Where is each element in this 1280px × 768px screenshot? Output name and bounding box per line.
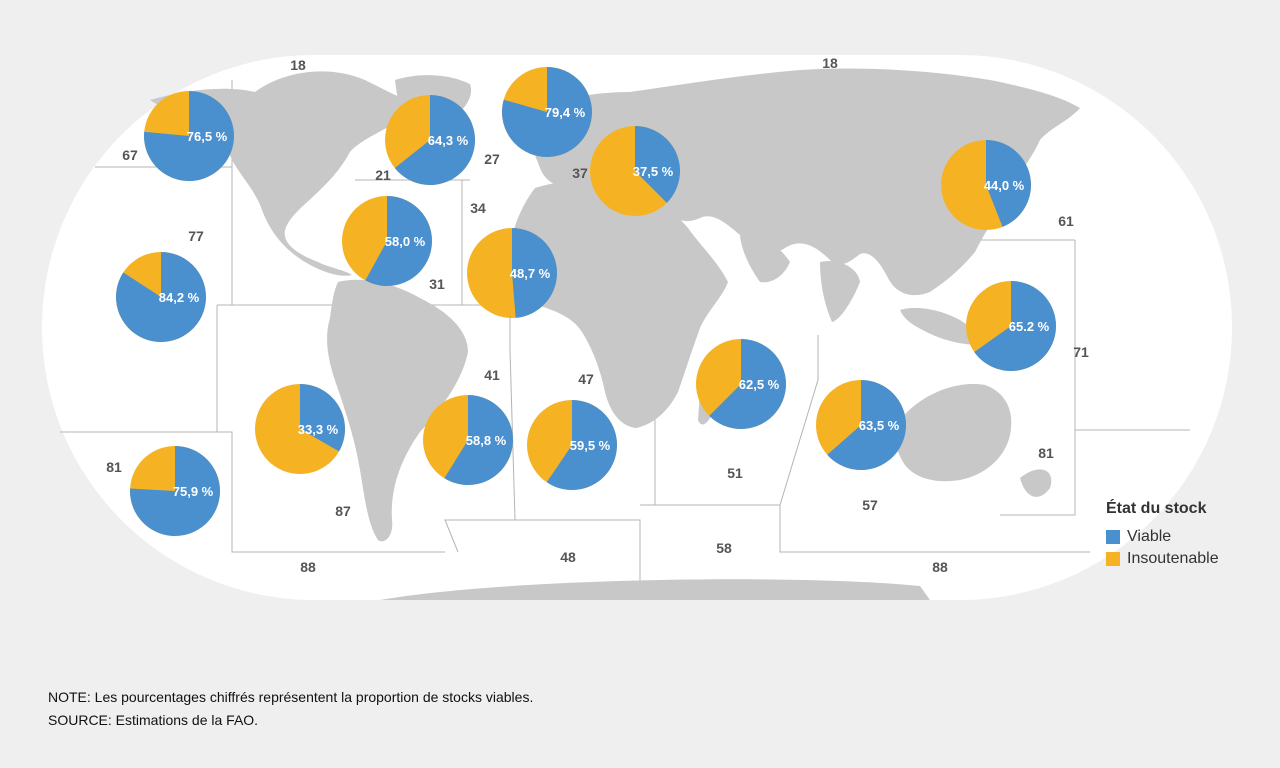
land-mass <box>895 384 1012 482</box>
pie-slice-viable <box>827 380 906 470</box>
area-label-58: 58 <box>716 540 732 556</box>
area-label-57: 57 <box>862 497 878 513</box>
pie-area-61: 44,0 % <box>941 140 1031 230</box>
pie-percent-label: 48,7 % <box>510 266 551 281</box>
area-label-21: 21 <box>375 167 391 183</box>
pie-area-31: 58,0 % <box>342 196 432 286</box>
pie-percent-label: 44,0 % <box>984 178 1025 193</box>
area-border <box>217 431 445 553</box>
pie-slice-viable <box>394 95 475 185</box>
pie-area-51: 62,5 % <box>696 339 786 429</box>
area-label-88: 88 <box>932 559 948 575</box>
area-label-47: 47 <box>578 371 594 387</box>
legend: État du stock Viable Insoutenable <box>1106 500 1219 570</box>
fishing-area-labels: 18 18 21 27 31 34 37 41 47 48 51 57 58 61 67 71 77 81 81 87… <box>106 55 1089 575</box>
notes: NOTE: Les pourcentages chiffrés représen… <box>48 686 533 732</box>
area-label-88: 88 <box>300 559 316 575</box>
area-label-87: 87 <box>335 503 351 519</box>
pie-percent-label: 63,5 % <box>859 418 900 433</box>
land-mass <box>820 261 860 322</box>
pie-slice-viable <box>986 140 1031 227</box>
area-label-81: 81 <box>1038 445 1054 461</box>
pie-area-41: 58,8 % <box>423 395 513 485</box>
pie-slice-viable <box>300 384 345 452</box>
pie-percent-label: 59,5 % <box>570 438 611 453</box>
pie-slice-viable <box>709 339 786 429</box>
legend-label-viable: Viable <box>1127 528 1172 545</box>
pie-percent-label: 65.2 % <box>1009 319 1050 334</box>
source-text: SOURCE: Estimations de la FAO. <box>48 712 259 728</box>
pie-area-47: 59,5 % <box>527 400 617 490</box>
pie-area-37: 37,5 % <box>590 126 681 216</box>
legend-label-unsustainable: Insoutenable <box>1127 550 1219 567</box>
pie-area-87: 33,3 % <box>255 384 345 474</box>
pie-percent-label: 37,5 % <box>633 164 674 179</box>
area-label-51: 51 <box>727 465 743 481</box>
pie-slice-viable <box>129 446 220 537</box>
area-border <box>515 519 641 590</box>
pie-percent-label: 33,3 % <box>298 422 339 437</box>
pie-area-34: 48,7 % <box>467 228 558 318</box>
legend-item-viable: Viable <box>1106 526 1219 548</box>
area-label-61: 61 <box>1058 213 1074 229</box>
pie-slice-viable <box>546 400 617 490</box>
pie-slice-viable <box>512 228 558 318</box>
land-mass <box>327 279 468 542</box>
pie-percent-label: 58,8 % <box>466 433 507 448</box>
area-label-18: 18 <box>822 55 838 71</box>
area-label-48: 48 <box>560 549 576 565</box>
land-mass <box>529 68 1080 296</box>
area-label-77: 77 <box>188 228 204 244</box>
pie-area-21: 64,3 % <box>385 95 475 185</box>
pie-percent-label: 76,5 % <box>187 129 228 144</box>
area-label-18: 18 <box>290 57 306 73</box>
pie-percent-label: 84,2 % <box>159 290 200 305</box>
pie-slice-viable <box>502 67 593 158</box>
area-label-34: 34 <box>470 200 486 216</box>
pie-area-57: 63,5 % <box>816 380 906 470</box>
pie-area-71: 65.2 % <box>966 281 1056 371</box>
area-label-41: 41 <box>484 367 500 383</box>
pie-percent-label: 64,3 % <box>428 133 469 148</box>
land-mass <box>740 235 790 283</box>
area-label-71: 71 <box>1073 344 1089 360</box>
legend-item-unsustainable: Insoutenable <box>1106 548 1219 570</box>
pie-area-81: 75,9 % <box>129 446 220 537</box>
legend-swatch-unsustainable <box>1106 552 1120 566</box>
area-label-31: 31 <box>429 276 445 292</box>
area-border <box>1000 430 1076 516</box>
area-label-81: 81 <box>106 459 122 475</box>
stock-pie-charts: 64,3 % 79,4 % 58,0 % 48,7 % 37,5 % 58,8 % 59,5… <box>115 67 1056 537</box>
pie-slice-viable <box>974 281 1056 371</box>
area-label-37: 37 <box>572 165 588 181</box>
pie-area-67: 76,5 % <box>144 91 234 182</box>
note-text: NOTE: Les pourcentages chiffrés représen… <box>48 689 534 705</box>
pie-percent-label: 75,9 % <box>173 484 214 499</box>
pie-slice-viable <box>144 91 234 182</box>
area-border <box>640 504 1090 553</box>
area-border <box>444 519 515 553</box>
land-mass <box>380 579 930 600</box>
pie-slice-viable <box>115 252 206 343</box>
pie-percent-label: 62,5 % <box>739 377 780 392</box>
pie-percent-label: 79,4 % <box>545 105 586 120</box>
land-mass <box>1020 469 1052 497</box>
land-mass <box>509 179 728 428</box>
area-label-27: 27 <box>484 151 500 167</box>
pie-slice-viable <box>635 126 681 203</box>
pie-slice-viable <box>444 395 513 485</box>
pie-area-77: 84,2 % <box>115 252 206 343</box>
pie-slice-viable <box>365 196 432 286</box>
legend-title: État du stock <box>1106 500 1207 517</box>
legend-swatch-viable <box>1106 530 1120 544</box>
world-map: 18 18 21 27 31 34 37 41 47 48 51 57 58 61 67 71 77 81 81 87… <box>42 55 1232 600</box>
area-label-67: 67 <box>122 147 138 163</box>
area-border <box>779 335 819 506</box>
pie-percent-label: 58,0 % <box>385 234 426 249</box>
pie-area-27: 79,4 % <box>502 67 593 158</box>
